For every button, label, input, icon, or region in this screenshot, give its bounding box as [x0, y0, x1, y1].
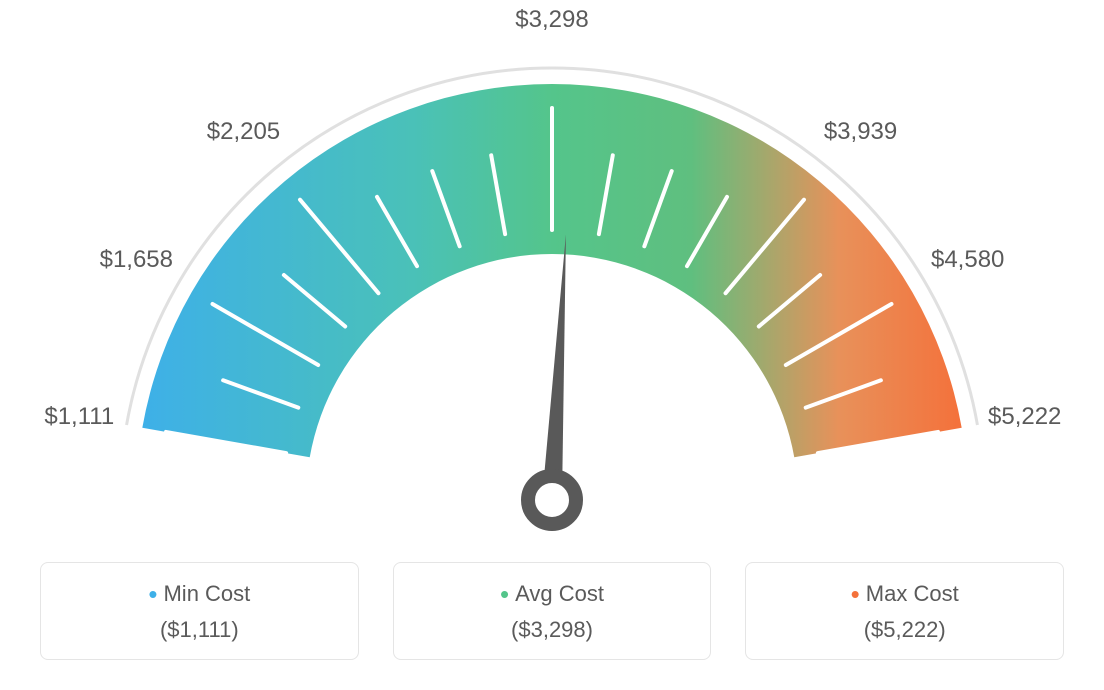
- legend-card-max: Max Cost ($5,222): [745, 562, 1064, 660]
- gauge-tick-label: $2,205: [207, 118, 280, 146]
- legend-min-text: Min Cost: [163, 581, 250, 607]
- legend-avg-text: Avg Cost: [515, 581, 604, 607]
- gauge-tick-label: $3,939: [824, 118, 897, 146]
- legend-card-avg: Avg Cost ($3,298): [393, 562, 712, 660]
- legend-min-label: Min Cost: [148, 581, 250, 607]
- legend-card-min: Min Cost ($1,111): [40, 562, 359, 660]
- legend-min-value: ($1,111): [51, 617, 348, 643]
- gauge-tick-label: $1,658: [100, 246, 173, 274]
- legend-max-label: Max Cost: [851, 581, 959, 607]
- gauge-tick-label: $1,111: [44, 403, 114, 431]
- gauge-tick-label: $4,580: [931, 246, 1004, 274]
- gauge-tick-label: $5,222: [988, 403, 1061, 431]
- legend-max-text: Max Cost: [866, 581, 959, 607]
- gauge-tick-label: $3,298: [515, 6, 588, 34]
- legend-avg-label: Avg Cost: [500, 581, 604, 607]
- legend-avg-value: ($3,298): [404, 617, 701, 643]
- cost-gauge: $1,111 $1,658 $2,205 $3,298 $3,939 $4,580 $5,2…: [0, 0, 1104, 540]
- legend-row: Min Cost ($1,111) Avg Cost ($3,298) Max …: [0, 562, 1104, 660]
- legend-max-value: ($5,222): [756, 617, 1053, 643]
